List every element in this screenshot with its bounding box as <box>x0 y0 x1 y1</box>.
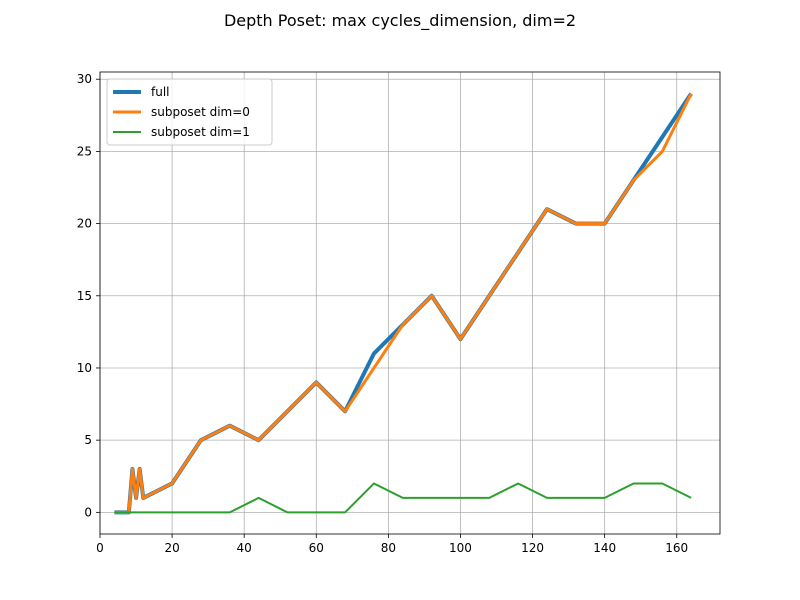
series-line-2 <box>114 92 693 514</box>
legend: full subposet dim=0 subposet dim=1 <box>106 78 273 146</box>
y-tick-label: 5 <box>84 433 92 447</box>
legend-label: subposet dim=0 <box>151 105 250 119</box>
x-tick-label: 20 <box>164 541 179 555</box>
y-tick-label: 0 <box>84 505 92 519</box>
legend-box <box>106 78 273 146</box>
x-tick-label: 120 <box>521 541 544 555</box>
y-tick-label: 25 <box>77 144 92 158</box>
x-tick-label: 40 <box>237 541 252 555</box>
x-tick-label: 0 <box>96 541 104 555</box>
y-tick-label: 10 <box>77 361 92 375</box>
x-tick-label: 100 <box>449 541 472 555</box>
y-tick-label: 15 <box>77 289 92 303</box>
x-tick-label: 80 <box>381 541 396 555</box>
y-tick-label: 30 <box>77 72 92 86</box>
legend-label: subposet dim=1 <box>151 125 250 139</box>
axis-ticks: 0 20 40 60 80 100 120 140 160 0 5 10 15 20 25 30 <box>77 72 688 555</box>
series-line-3 <box>114 482 692 514</box>
series-lines <box>114 92 693 515</box>
chart-title: Depth Poset: max cycles_dimension, dim=2 <box>224 11 576 31</box>
plot-area-frame <box>99 71 721 535</box>
x-tick-label: 140 <box>593 541 616 555</box>
x-tick-label: 160 <box>665 541 688 555</box>
y-tick-label: 20 <box>77 217 92 231</box>
x-tick-label: 60 <box>309 541 324 555</box>
legend-label: full <box>151 85 170 99</box>
